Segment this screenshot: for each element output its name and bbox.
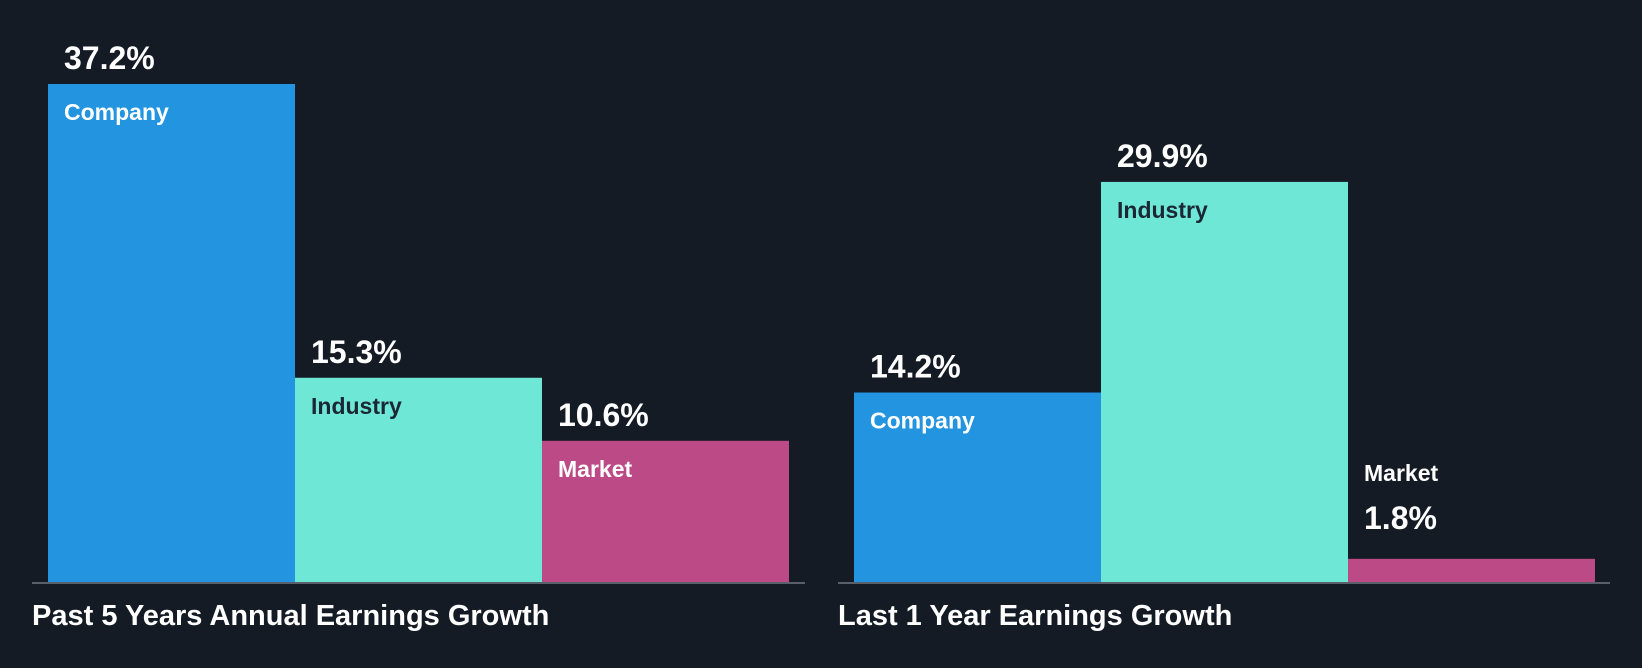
bar-company <box>854 392 1101 583</box>
value-label-industry: 15.3% <box>311 334 402 370</box>
category-label-market: Market <box>1364 460 1438 486</box>
category-label-company: Company <box>64 99 169 125</box>
category-label-company: Company <box>870 408 975 434</box>
value-label-company: 37.2% <box>64 40 155 76</box>
bar-company <box>48 84 295 583</box>
chart-title: Last 1 Year Earnings Growth <box>838 600 1232 632</box>
value-label-industry: 29.9% <box>1117 138 1208 174</box>
bar-market <box>542 440 789 583</box>
chart-title: Past 5 Years Annual Earnings Growth <box>32 600 549 632</box>
panel-last-1-year: 14.2% Company 29.9% Industry 1.8% Market Last … <box>838 138 1610 632</box>
value-label-market: 10.6% <box>558 397 649 433</box>
value-label-company: 14.2% <box>870 349 961 385</box>
value-label-market: 1.8% <box>1364 500 1437 536</box>
panel-past-5-years: 37.2% Company 15.3% Industry 10.6% Market Past… <box>32 40 805 632</box>
bar-market <box>1348 558 1595 583</box>
category-label-industry: Industry <box>1117 197 1208 223</box>
category-label-market: Market <box>558 456 632 482</box>
category-label-industry: Industry <box>311 393 402 419</box>
bar-industry <box>1101 181 1348 583</box>
bar-industry <box>295 377 542 583</box>
